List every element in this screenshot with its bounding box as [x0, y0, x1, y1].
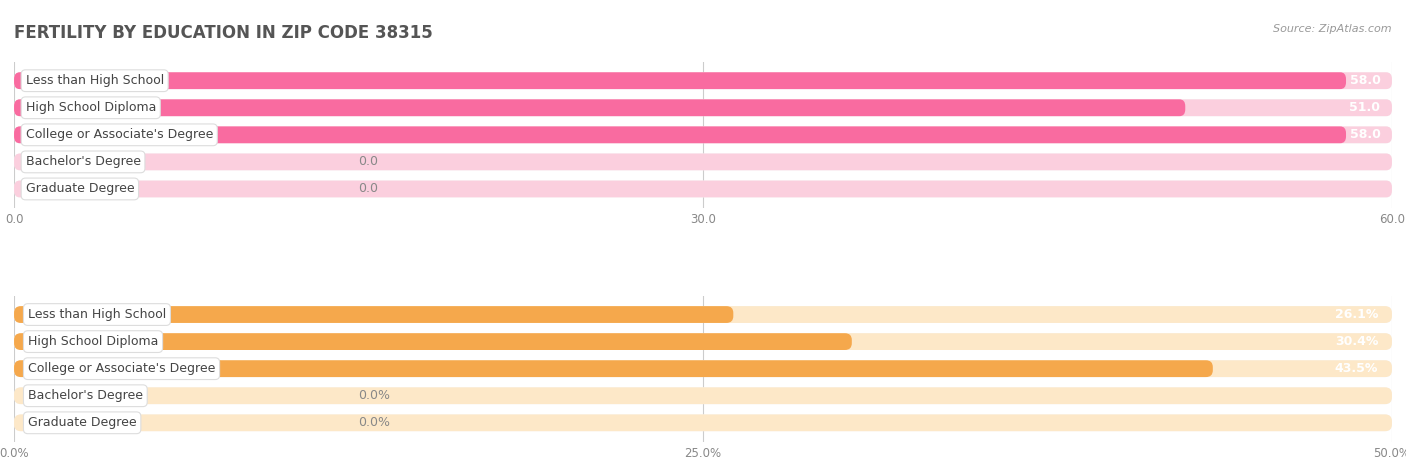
FancyBboxPatch shape: [14, 333, 1392, 350]
FancyBboxPatch shape: [14, 306, 734, 323]
FancyBboxPatch shape: [14, 126, 1392, 143]
FancyBboxPatch shape: [14, 72, 1392, 89]
Text: High School Diploma: High School Diploma: [25, 101, 156, 114]
Text: High School Diploma: High School Diploma: [28, 335, 159, 348]
FancyBboxPatch shape: [14, 333, 1392, 350]
Text: FERTILITY BY EDUCATION IN ZIP CODE 38315: FERTILITY BY EDUCATION IN ZIP CODE 38315: [14, 24, 433, 42]
Text: Source: ZipAtlas.com: Source: ZipAtlas.com: [1274, 24, 1392, 34]
Text: 58.0: 58.0: [1350, 74, 1381, 87]
FancyBboxPatch shape: [14, 99, 1392, 116]
FancyBboxPatch shape: [14, 99, 1392, 116]
Text: 51.0: 51.0: [1350, 101, 1381, 114]
FancyBboxPatch shape: [14, 99, 1185, 116]
Text: 0.0%: 0.0%: [359, 416, 391, 429]
Text: 0.0: 0.0: [359, 155, 378, 169]
FancyBboxPatch shape: [14, 414, 1392, 431]
FancyBboxPatch shape: [14, 414, 1392, 431]
Text: Less than High School: Less than High School: [25, 74, 163, 87]
Text: 26.1%: 26.1%: [1334, 308, 1378, 321]
FancyBboxPatch shape: [14, 387, 1392, 404]
FancyBboxPatch shape: [14, 126, 1346, 143]
FancyBboxPatch shape: [14, 360, 1392, 377]
FancyBboxPatch shape: [14, 306, 1392, 323]
Text: Graduate Degree: Graduate Degree: [28, 416, 136, 429]
Text: Less than High School: Less than High School: [28, 308, 166, 321]
Text: Bachelor's Degree: Bachelor's Degree: [25, 155, 141, 169]
Text: Bachelor's Degree: Bachelor's Degree: [28, 389, 143, 402]
FancyBboxPatch shape: [14, 306, 1392, 323]
FancyBboxPatch shape: [14, 126, 1392, 143]
FancyBboxPatch shape: [14, 72, 1346, 89]
Text: College or Associate's Degree: College or Associate's Degree: [28, 362, 215, 375]
Text: 58.0: 58.0: [1350, 128, 1381, 142]
FancyBboxPatch shape: [14, 180, 1392, 197]
FancyBboxPatch shape: [14, 153, 1392, 170]
Text: 30.4%: 30.4%: [1334, 335, 1378, 348]
FancyBboxPatch shape: [14, 153, 1392, 170]
Text: 43.5%: 43.5%: [1334, 362, 1378, 375]
Text: 0.0%: 0.0%: [359, 389, 391, 402]
FancyBboxPatch shape: [14, 72, 1392, 89]
FancyBboxPatch shape: [14, 387, 1392, 404]
Text: College or Associate's Degree: College or Associate's Degree: [25, 128, 212, 142]
FancyBboxPatch shape: [14, 360, 1392, 377]
Text: Graduate Degree: Graduate Degree: [25, 182, 134, 195]
FancyBboxPatch shape: [14, 333, 852, 350]
FancyBboxPatch shape: [14, 180, 1392, 197]
Text: 0.0: 0.0: [359, 182, 378, 195]
FancyBboxPatch shape: [14, 360, 1213, 377]
